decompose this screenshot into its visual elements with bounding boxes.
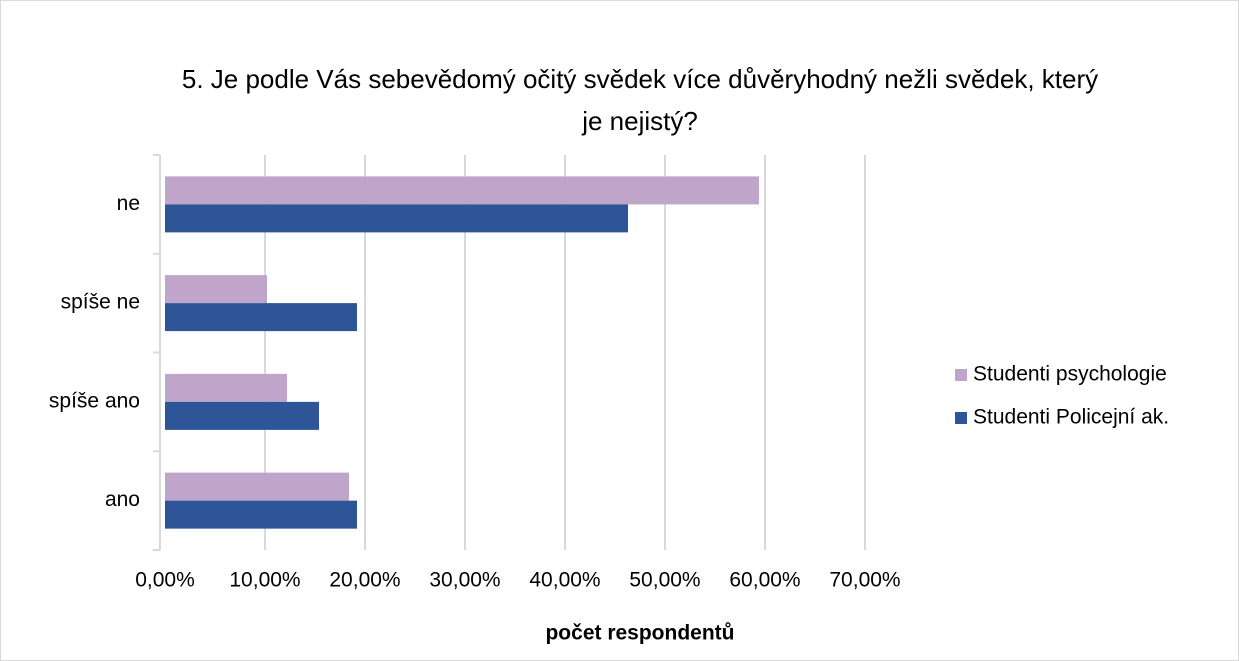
- bar: [165, 472, 349, 501]
- bar: [165, 275, 267, 304]
- y-tick-label: ano: [105, 488, 140, 511]
- bar: [165, 204, 628, 233]
- x-tick-label: 0,00%: [135, 569, 195, 592]
- x-axis-title: počet respondentů: [545, 622, 734, 645]
- legend-swatch: [955, 369, 967, 381]
- chart-title: 5. Je podle Vás sebevědomý očitý svědek …: [181, 64, 1099, 136]
- y-tick-label: spíše ano: [49, 389, 140, 412]
- bar: [165, 176, 759, 205]
- x-tick-label: 40,00%: [529, 569, 600, 592]
- legend-label: Studenti Policejní ak.: [973, 406, 1169, 429]
- x-tick-label: 50,00%: [629, 569, 700, 592]
- legend-label: Studenti psychologie: [973, 363, 1167, 386]
- y-tick-label: ne: [117, 192, 140, 215]
- bar: [165, 303, 357, 332]
- x-tick-label: 70,00%: [829, 569, 900, 592]
- legend-swatch: [955, 412, 967, 424]
- bar: [165, 500, 357, 529]
- bar: [165, 373, 287, 402]
- x-tick-label: 30,00%: [429, 569, 500, 592]
- x-tick-label: 10,00%: [229, 569, 300, 592]
- bar: [165, 401, 319, 430]
- y-tick-label: spíše ne: [61, 291, 140, 314]
- x-tick-label: 20,00%: [329, 569, 400, 592]
- x-tick-label: 60,00%: [729, 569, 800, 592]
